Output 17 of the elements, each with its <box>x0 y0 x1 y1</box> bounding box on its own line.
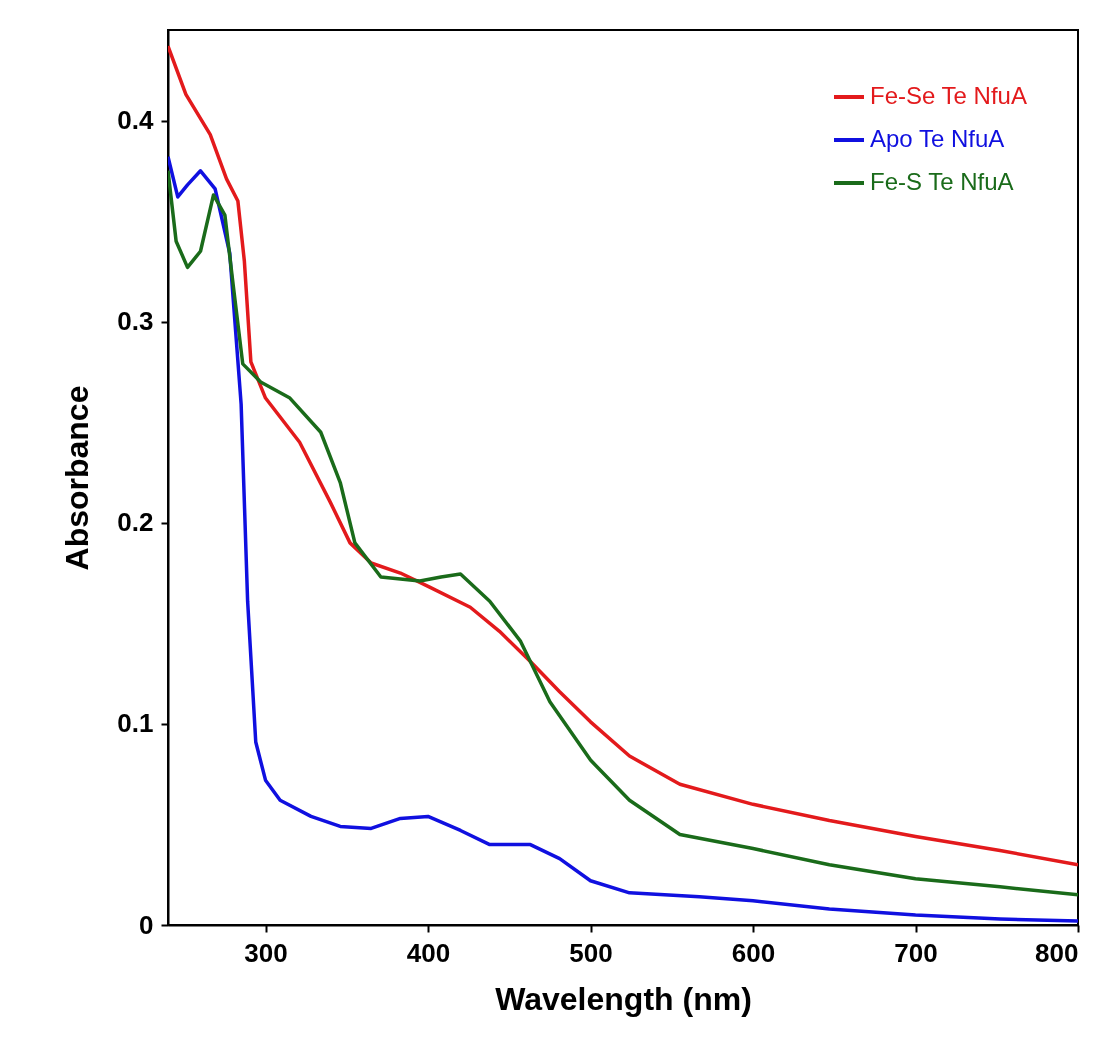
x-tick-label: 800 <box>1035 937 1079 968</box>
legend-label: Fe-Se Te NfuA <box>870 82 1027 109</box>
x-tick-label: 500 <box>569 937 613 968</box>
x-tick-label: 400 <box>406 937 451 968</box>
x-axis-title: Wavelength (nm) <box>495 980 752 1017</box>
y-tick-label: 0 <box>139 909 154 940</box>
y-tick-label: 0.4 <box>117 105 155 136</box>
x-tick-label: 300 <box>244 937 288 968</box>
legend-label: Apo Te NfuA <box>870 125 1005 152</box>
x-tick-label: 700 <box>894 937 938 968</box>
y-tick-label: 0.2 <box>117 507 154 538</box>
legend-label: Fe-S Te NfuA <box>870 168 1014 195</box>
line-series <box>168 44 1078 867</box>
y-tick-label: 0.3 <box>117 306 154 337</box>
x-tick-label: 600 <box>731 937 776 968</box>
y-axis-title: Absorbance <box>59 385 96 571</box>
y-tick-label: 0.1 <box>117 708 154 739</box>
